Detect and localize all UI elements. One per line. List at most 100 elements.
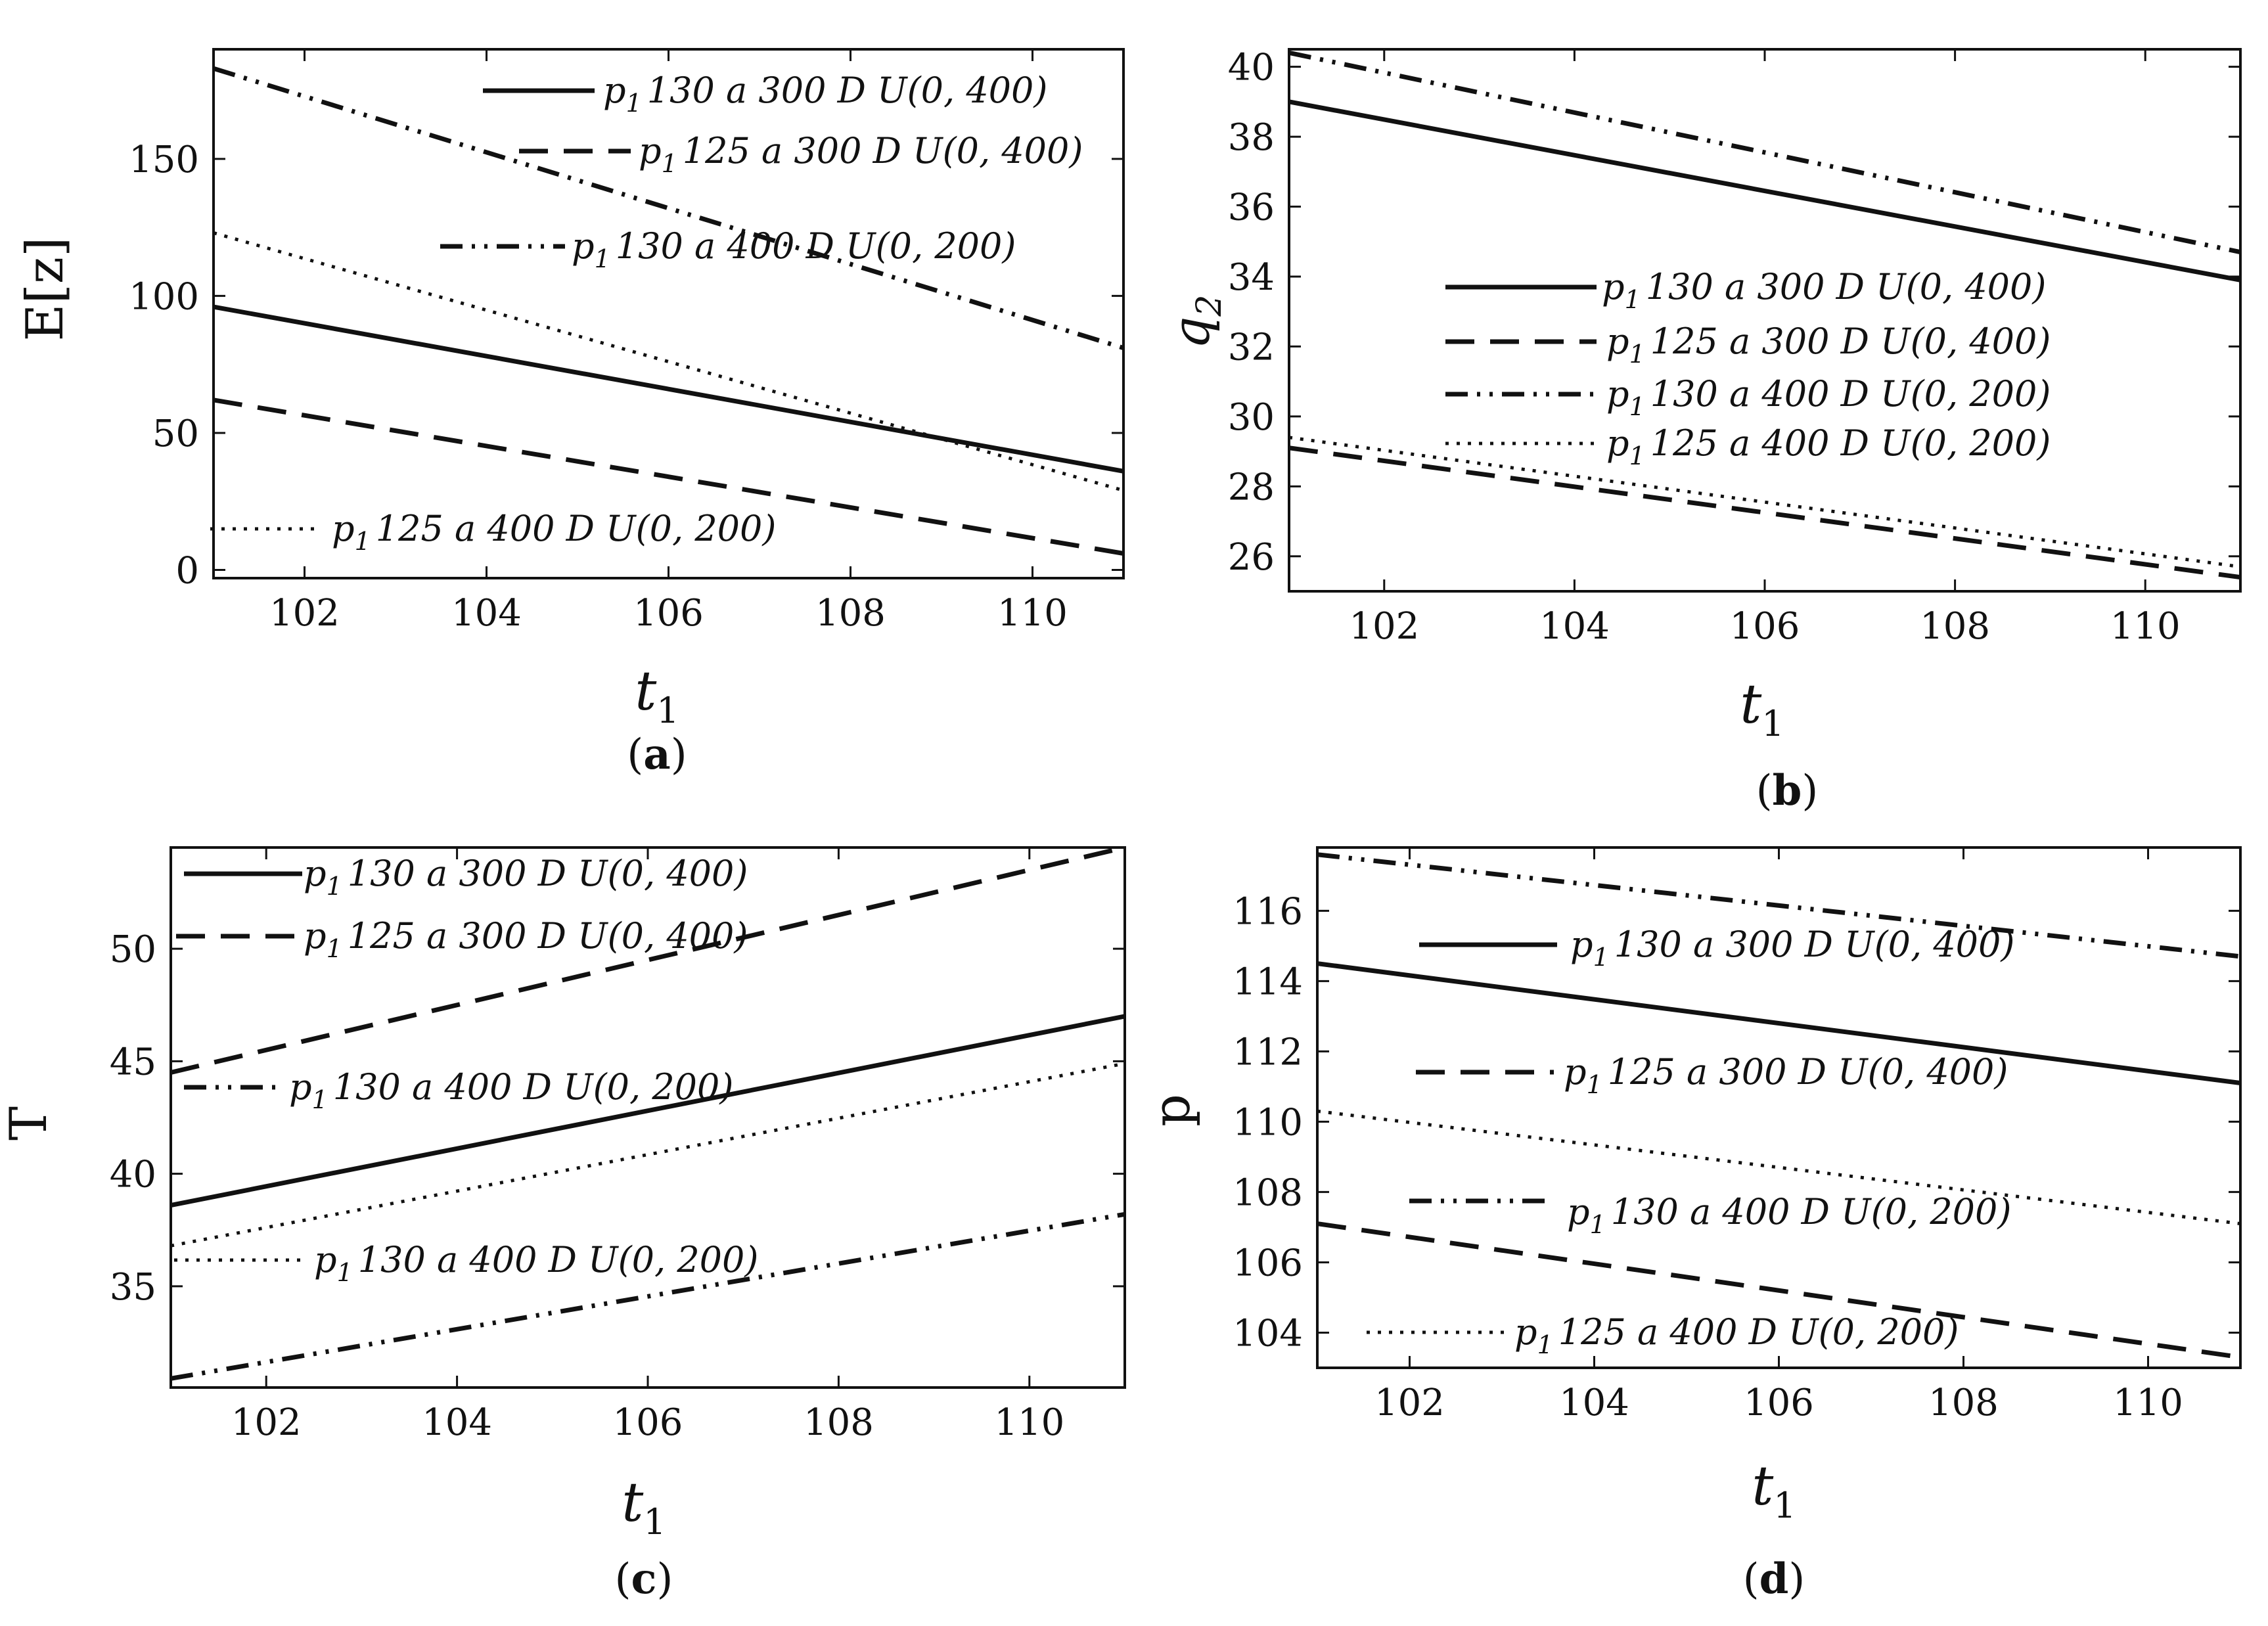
y-tick-label: 110	[1233, 1101, 1303, 1144]
series-line-solid	[171, 1014, 1125, 1208]
legend-p: p	[572, 225, 595, 267]
legend-label: p1 125 a 300 D U(0, 400)	[304, 915, 748, 963]
legend-label: p1 125 a 400 D U(0, 200)	[1514, 1311, 1959, 1359]
legend-label: p1 125 a 300 D U(0, 400)	[1606, 321, 2051, 369]
x-tick-label: 108	[1920, 605, 1990, 648]
x-tick-label: 106	[613, 1401, 683, 1444]
x-axis-label-subscript: 1	[656, 690, 679, 731]
y-tick-label: 112	[1233, 1031, 1303, 1073]
x-tick-label: 102	[231, 1401, 302, 1444]
legend-p: p	[332, 508, 355, 549]
legend-text: 130 a 400 D U(0, 200)	[1650, 373, 2051, 415]
legend-label: p1 125 a 400 D U(0, 200)	[1606, 422, 2051, 470]
panel-caption: (b)	[1756, 766, 1819, 815]
x-axis-label: t1	[1740, 673, 1784, 744]
y-axis-label-main: q	[1162, 317, 1221, 350]
y-tick-label: 104	[1233, 1312, 1303, 1355]
legend-subscript: 1	[1625, 285, 1641, 314]
y-tick-label: 150	[129, 139, 199, 181]
legend-label: p1 130 a 400 D U(0, 200)	[572, 225, 1016, 273]
legend-p: p	[603, 70, 626, 111]
caption-open-paren: (	[1756, 767, 1773, 815]
legend-label: p1 125 a 300 D U(0, 400)	[639, 130, 1083, 178]
y-tick-label: 50	[110, 928, 156, 971]
x-tick-label: 104	[1539, 605, 1610, 648]
x-axis-label-subscript: 1	[1761, 703, 1784, 744]
y-axis-label: q2	[1162, 294, 1229, 349]
x-axis-label: t1	[1752, 1455, 1796, 1526]
series-line-dashed	[214, 397, 1123, 556]
legend-label: p1 130 a 300 D U(0, 400)	[1602, 266, 2046, 314]
y-tick-label: 106	[1233, 1242, 1303, 1284]
x-tick-label: 102	[1349, 605, 1419, 648]
y-tick-label: 36	[1228, 187, 1275, 229]
legend-subscript: 1	[595, 244, 610, 273]
legend-p: p	[1606, 422, 1629, 464]
x-tick-label: 110	[994, 1401, 1064, 1444]
y-tick-label: 116	[1233, 890, 1303, 933]
series-line-solid	[214, 304, 1123, 474]
caption-letter: a	[643, 730, 670, 779]
series-line-dashed	[171, 847, 1125, 1075]
x-tick-label: 110	[2113, 1382, 2183, 1424]
legend-text: 125 a 300 D U(0, 400)	[348, 915, 748, 957]
legend-subscript: 1	[1590, 1210, 1606, 1239]
series-line-dashed	[1289, 445, 2240, 580]
legend-p: p	[304, 915, 327, 957]
legend-p: p	[1570, 924, 1593, 965]
series-line-solid	[1317, 961, 2240, 1086]
x-tick-label: 104	[451, 592, 522, 635]
legend-subscript: 1	[1629, 340, 1645, 369]
x-tick-label: 108	[804, 1401, 874, 1444]
legend-text: 130 a 400 D U(0, 200)	[1611, 1191, 2012, 1232]
y-tick-label: 50	[152, 413, 199, 455]
x-tick-label: 102	[269, 592, 340, 635]
legend-label: p1 130 a 400 D U(0, 200)	[1567, 1191, 2011, 1239]
legend-label: p1 130 a 300 D U(0, 400)	[304, 853, 748, 901]
legend-text: 125 a 400 D U(0, 200)	[1650, 422, 2051, 464]
y-tick-label: 40	[110, 1154, 156, 1196]
series-line-dashdot	[1317, 852, 2240, 959]
caption-letter: c	[631, 1554, 657, 1604]
x-tick-label: 106	[633, 592, 704, 635]
legend-subscript: 1	[662, 149, 677, 178]
legend-text: 130 a 300 D U(0, 400)	[1646, 266, 2047, 307]
legend-p: p	[1606, 321, 1629, 362]
legend-subscript: 1	[337, 1258, 353, 1287]
legend-text: 130 a 300 D U(0, 400)	[647, 70, 1048, 111]
x-axis-label-main: t	[622, 1472, 644, 1534]
legend-p: p	[1602, 266, 1625, 307]
caption-open-paren: (	[627, 731, 643, 779]
x-axis-label-main: t	[1740, 673, 1762, 736]
y-axis-label-main: E[z]	[16, 237, 75, 342]
legend-subscript: 1	[626, 89, 642, 118]
panel-caption: (c)	[615, 1554, 673, 1604]
legend-p: p	[304, 853, 327, 894]
caption-close-paren: )	[671, 731, 687, 779]
legend-p: p	[1606, 373, 1629, 415]
x-tick-label: 106	[1744, 1382, 1814, 1424]
y-axis-label: E[z]	[16, 237, 75, 342]
series-line-dashdot	[1289, 50, 2240, 255]
y-tick-label: 32	[1228, 326, 1275, 369]
legend-text: 125 a 300 D U(0, 400)	[683, 130, 1083, 171]
x-tick-label: 110	[2110, 605, 2181, 648]
caption-close-paren: )	[1802, 767, 1818, 815]
legend-p: p	[289, 1066, 312, 1108]
caption-close-paren: )	[656, 1555, 673, 1604]
caption-open-paren: (	[1743, 1555, 1759, 1604]
series-line-dashdot	[214, 66, 1123, 350]
legend-p: p	[1514, 1311, 1537, 1353]
legend-label: p1 125 a 400 D U(0, 200)	[332, 508, 776, 556]
legend-text: 130 a 300 D U(0, 400)	[1614, 924, 2015, 965]
y-axis-label: p	[1143, 1094, 1202, 1127]
series-line-dashdot	[171, 1211, 1125, 1381]
x-axis-label-main: t	[1752, 1455, 1774, 1518]
y-tick-label: 38	[1228, 116, 1275, 159]
y-tick-label: 114	[1233, 960, 1303, 1003]
caption-letter: d	[1759, 1554, 1789, 1604]
legend-subscript: 1	[1587, 1070, 1602, 1099]
